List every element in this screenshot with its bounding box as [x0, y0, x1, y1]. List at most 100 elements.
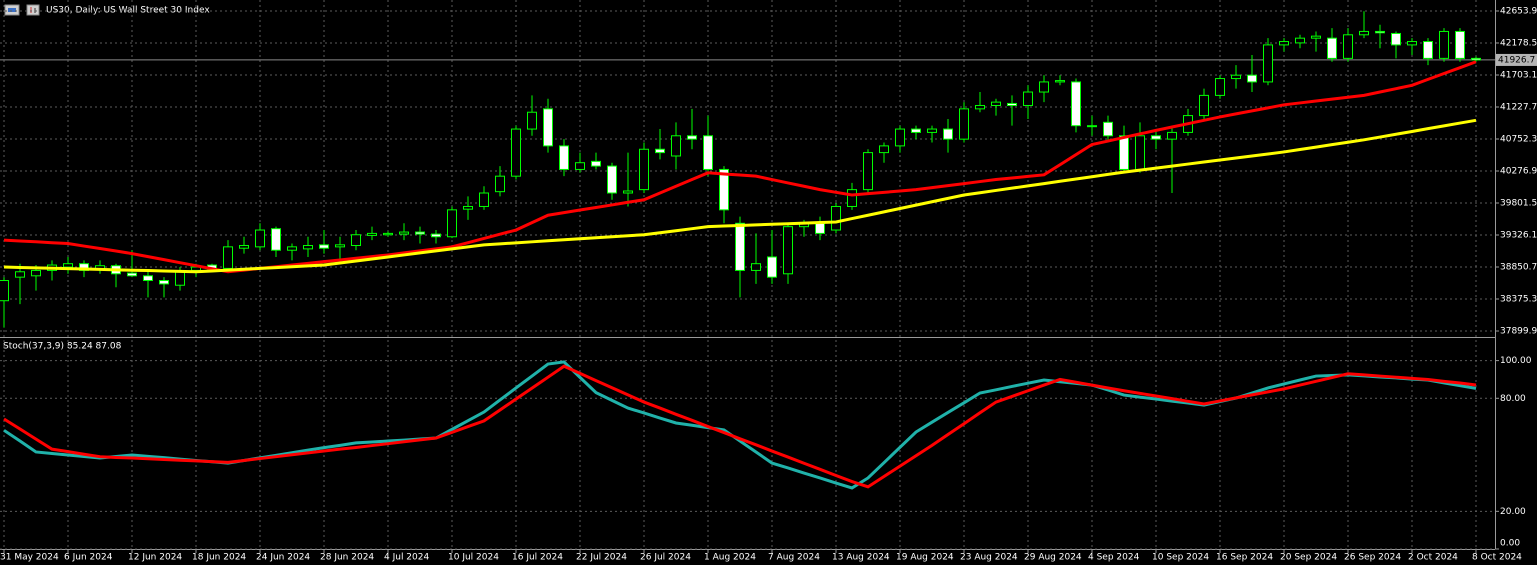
marks-layer	[0, 11, 1481, 490]
y-tick-label: 100.00	[1500, 356, 1532, 366]
candle-body	[879, 145, 889, 154]
x-tick-label: 4 Jul 2024	[384, 553, 429, 563]
chart-title: US30, Daily: US Wall Street 30 Index	[46, 6, 210, 16]
candle-body	[1279, 41, 1289, 46]
candle-body	[271, 228, 281, 251]
candle-body	[1103, 121, 1113, 137]
candle-body	[687, 135, 697, 140]
candle-body	[143, 275, 153, 282]
y-tick-label: 39326.1	[1500, 231, 1537, 241]
y-tick-label: 80.00	[1500, 394, 1526, 404]
candle-body	[991, 101, 1001, 106]
x-tick-label: 28 Jun 2024	[320, 553, 374, 563]
candle-body	[239, 245, 249, 249]
candle-body	[1135, 135, 1145, 170]
candle-body	[1039, 81, 1049, 93]
candle-body	[1391, 32, 1401, 46]
candle-body	[415, 231, 425, 235]
y-tick-label: 42653.9	[1500, 6, 1537, 16]
candle-body	[847, 189, 857, 207]
candle-body	[863, 152, 873, 191]
candle-body	[1359, 30, 1369, 36]
candle-body	[671, 135, 681, 157]
candle-body	[927, 128, 937, 133]
candle-body	[751, 263, 761, 271]
candle-body	[703, 135, 713, 170]
x-tick-label: 20 Sep 2024	[1280, 553, 1337, 563]
indicator-line	[3, 360, 1477, 490]
candle-body	[767, 256, 777, 278]
x-tick-label: 1 Aug 2024	[704, 553, 756, 563]
candle-body	[495, 175, 505, 193]
candle-body	[1215, 78, 1225, 96]
y-tick-label: 0.00	[1500, 539, 1520, 549]
candle-body	[0, 280, 9, 302]
candle-body	[639, 148, 649, 191]
x-tick-label: 19 Aug 2024	[896, 553, 954, 563]
x-tick-label: 10 Jul 2024	[448, 553, 499, 563]
y-tick-label: 38375.3	[1500, 295, 1537, 305]
candle-body	[1087, 125, 1097, 128]
x-tick-label: 4 Sep 2024	[1088, 553, 1140, 563]
candle-body	[511, 128, 521, 177]
candle-body	[1247, 74, 1257, 83]
candle-body	[527, 111, 537, 130]
current-price-box	[1496, 53, 1537, 66]
candle-body	[831, 205, 841, 231]
candle-body	[1471, 57, 1481, 61]
candle-body	[719, 168, 729, 211]
x-tick-label: 16 Jul 2024	[512, 553, 563, 563]
x-tick-label: 22 Jul 2024	[576, 553, 627, 563]
labels-layer: 31 May 2024 6 Jun 2024 12 Jun 2024 18 Jun 2…	[0, 6, 1537, 563]
candle-body	[783, 226, 793, 275]
candle-body	[303, 245, 313, 250]
candle-body	[559, 145, 569, 170]
x-tick-label: 26 Sep 2024	[1344, 553, 1401, 563]
candle-body	[31, 269, 41, 277]
candle-body	[1007, 102, 1017, 106]
candle-body	[351, 234, 361, 247]
y-tick-label: 41703.1	[1500, 70, 1537, 80]
candle-body	[1423, 41, 1433, 59]
y-tick-label: 42178.5	[1500, 38, 1537, 48]
candle-body	[335, 244, 345, 248]
moving-average-line	[3, 118, 1477, 274]
candle-body	[575, 162, 585, 170]
candle-body	[735, 222, 745, 271]
candle-body	[911, 128, 921, 133]
indicator-title: Stoch(37,3,9) 85.24 87.08	[3, 342, 122, 352]
candle-body	[1343, 34, 1353, 59]
candle-body	[463, 205, 473, 210]
candle-body	[127, 272, 137, 277]
candle-body	[623, 190, 633, 194]
x-tick-label: 2 Oct 2024	[1408, 553, 1458, 563]
candle-body	[1455, 30, 1465, 59]
candle-body	[1327, 37, 1337, 59]
candle-body	[1119, 135, 1129, 170]
candle-body	[959, 108, 969, 140]
candle-body	[1023, 91, 1033, 106]
candle-body	[607, 165, 617, 194]
candle-body	[655, 148, 665, 154]
icon	[8, 8, 16, 12]
y-tick-label: 20.00	[1500, 507, 1526, 517]
candle-body	[367, 232, 377, 236]
candle-body	[159, 280, 169, 285]
candle-body	[1263, 44, 1273, 83]
candle-body	[591, 160, 601, 167]
y-tick-label: 40752.3	[1500, 134, 1537, 144]
candle-body	[1167, 131, 1177, 140]
candle-body	[255, 229, 265, 248]
candle-body	[1231, 74, 1241, 80]
x-tick-label: 26 Jul 2024	[640, 553, 691, 563]
candle-body	[479, 192, 489, 207]
candle-body	[1071, 81, 1081, 127]
x-tick-label: 23 Aug 2024	[960, 553, 1018, 563]
candle-body	[431, 233, 441, 238]
candle-body	[15, 271, 25, 278]
candle-body	[895, 128, 905, 147]
y-tick-label: 41227.7	[1500, 102, 1537, 112]
candle-body	[223, 246, 233, 269]
candle-body	[943, 128, 953, 140]
